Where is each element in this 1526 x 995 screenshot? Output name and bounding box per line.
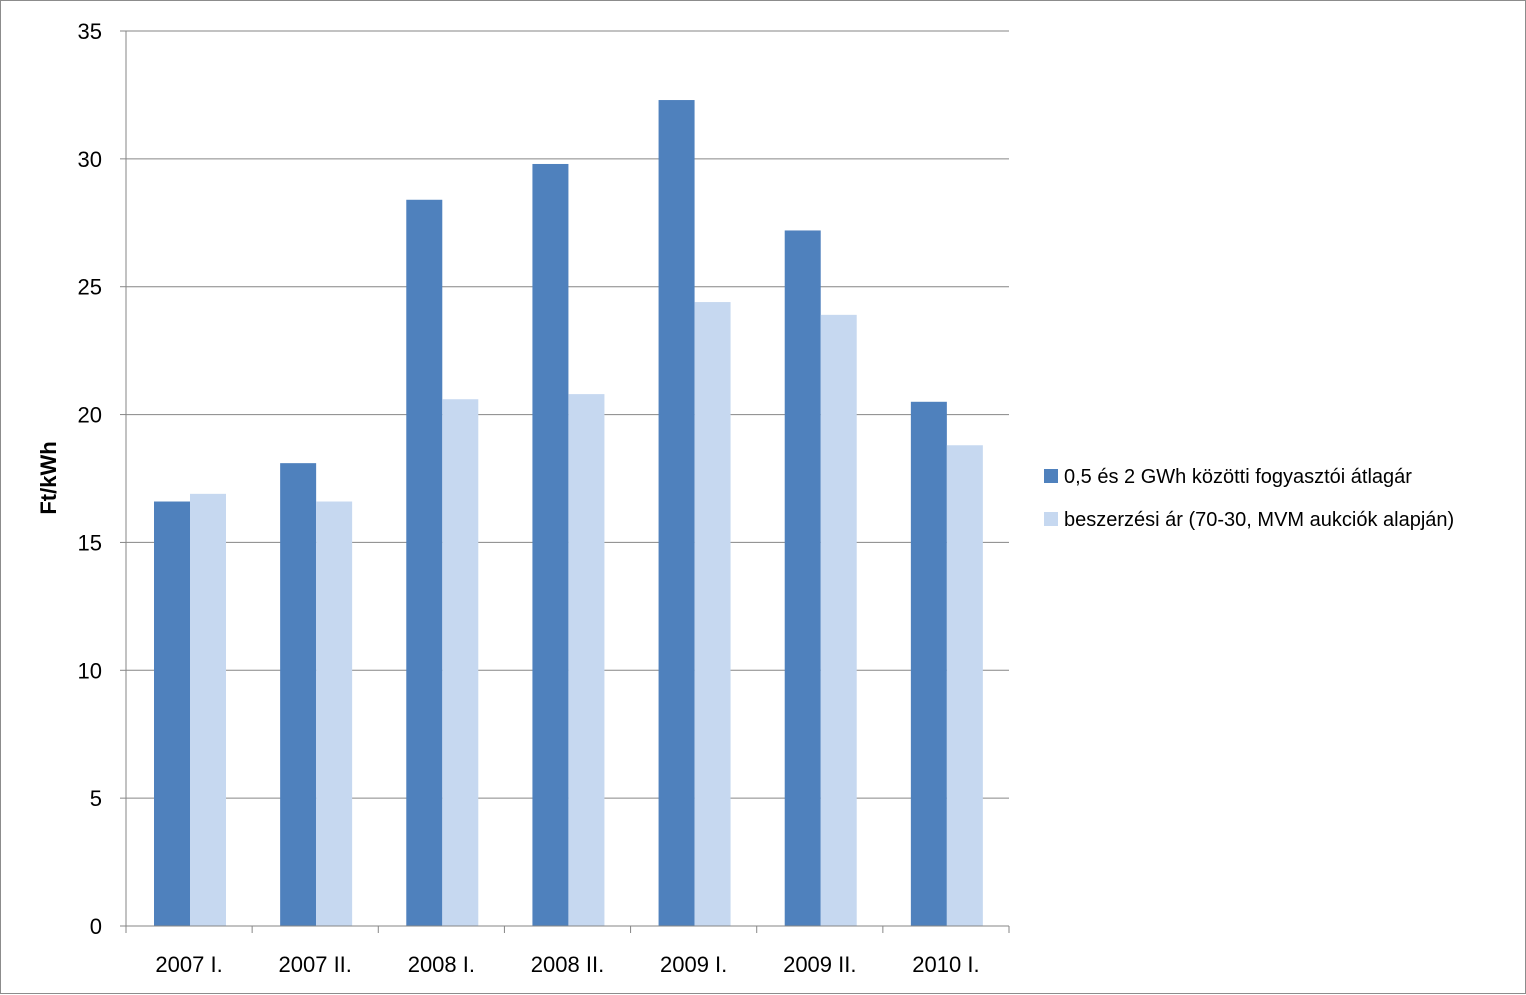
bar-series-2: [442, 399, 479, 926]
y-tick-label: 20: [78, 403, 102, 428]
y-tick-labels: 0 5 10 15 20 25 30 35: [78, 19, 102, 939]
bar-series-2: [316, 501, 353, 926]
x-tick-label: 2007 I.: [155, 952, 222, 977]
y-tick-label: 5: [90, 786, 102, 811]
bar-series-1: [532, 163, 569, 926]
y-tick-label: 15: [78, 530, 102, 555]
x-tick-label: 2008 I.: [408, 952, 475, 977]
bar-series-2: [190, 493, 226, 926]
bar-series-1: [784, 230, 821, 926]
x-tick-label: 2010 I.: [912, 952, 979, 977]
legend-swatch-series-1: [1044, 469, 1058, 483]
y-tick-label: 35: [78, 19, 102, 44]
legend: 0,5 és 2 GWh közötti fogyasztói átlagár b…: [1044, 466, 1454, 531]
bar-series-2: [568, 394, 605, 927]
x-tick-label: 2008 II.: [531, 952, 604, 977]
bar-series-1: [280, 463, 317, 926]
x-tick-label: 2007 II.: [279, 952, 352, 977]
legend-label-series-2: beszerzési ár (70-30, MVM aukciók alapjá…: [1064, 509, 1454, 531]
axes: [125, 31, 1010, 933]
y-axis-label: Ft/kWh: [36, 441, 61, 514]
bar-series-2: [694, 302, 731, 926]
legend-label-series-1: 0,5 és 2 GWh közötti fogyasztói átlagár: [1064, 466, 1412, 488]
bar-series-1: [154, 501, 190, 926]
bar-series-1: [658, 100, 695, 927]
legend-swatch-series-2: [1044, 512, 1058, 526]
bars: [154, 100, 983, 927]
bar-series-1: [406, 199, 443, 926]
y-tick-label: 10: [78, 658, 102, 683]
x-tick-label: 2009 II.: [783, 952, 856, 977]
x-tick-labels: 2007 I. 2007 II. 2008 I. 2008 II. 2009 I. 200…: [155, 952, 979, 977]
bar-series-1: [910, 401, 947, 926]
y-tick-label: 25: [78, 275, 102, 300]
y-tick-label: 0: [90, 914, 102, 939]
bar-series-2: [946, 445, 983, 926]
y-tick-label: 30: [78, 147, 102, 172]
x-tick-label: 2009 I.: [660, 952, 727, 977]
bar-series-2: [820, 314, 857, 926]
